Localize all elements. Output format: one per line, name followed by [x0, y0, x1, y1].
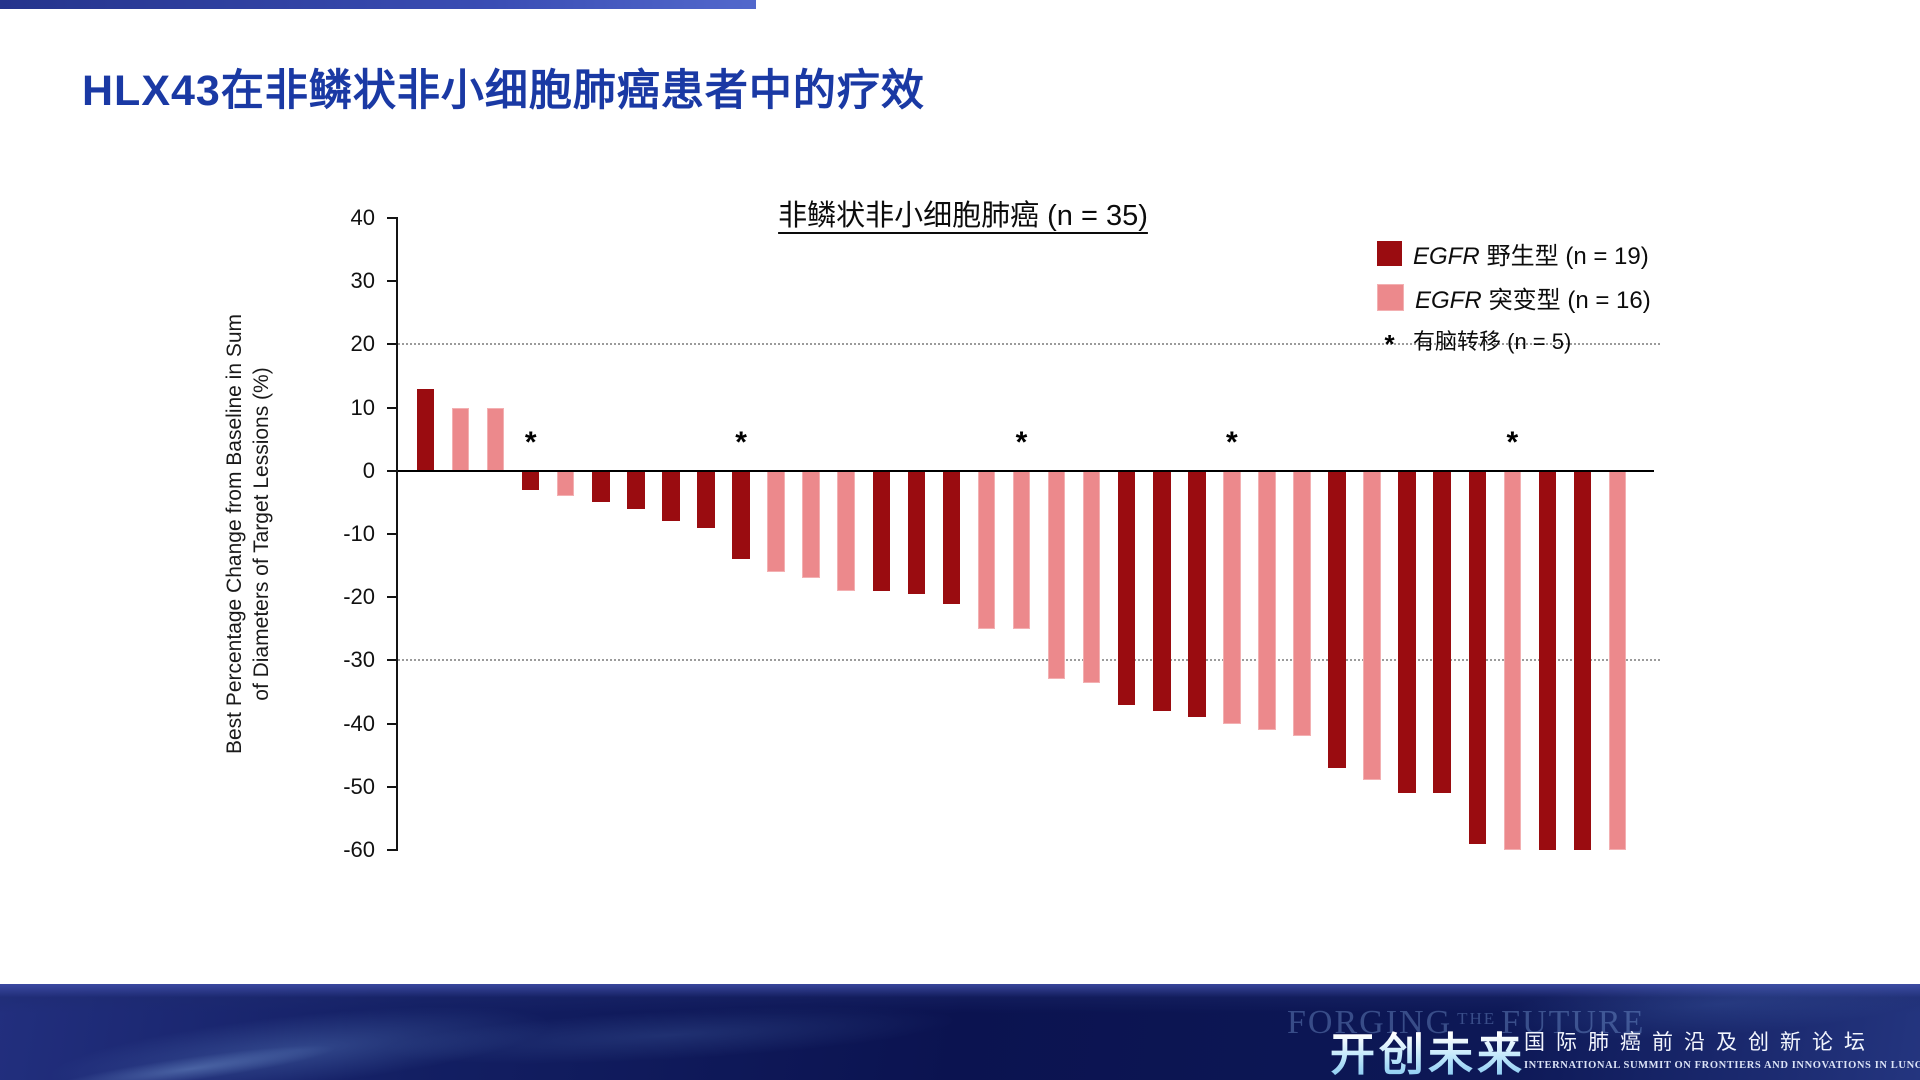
- zero-baseline: [398, 469, 1654, 472]
- legend-label-mutant: EGFR 突变型 (n = 16): [1415, 287, 1651, 314]
- bar-patient-28: [1363, 470, 1381, 781]
- y-axis-tick: [387, 785, 396, 788]
- summit-name-block: 国际肺癌前沿及创新论坛 INTERNATIONAL SUMMIT ON FRON…: [1524, 1026, 1920, 1071]
- bar-patient-21: [1117, 470, 1136, 705]
- summit-name-chinese: 国际肺癌前沿及创新论坛: [1524, 1031, 1876, 1054]
- bar-patient-34: [1573, 470, 1592, 850]
- y-axis-tick: [387, 722, 396, 725]
- legend-item-brain-met: * 有脑转移 (n = 5): [1377, 324, 1651, 359]
- y-axis-tick: [387, 849, 396, 851]
- footer-banner: [0, 984, 1920, 1080]
- bar-patient-27: [1328, 470, 1346, 768]
- y-axis-tick: [387, 533, 396, 535]
- y-axis-tick-label: -40: [343, 710, 375, 736]
- bar-patient-26: [1293, 470, 1311, 737]
- legend-item-wild-type: EGFR 野生型 (n = 19): [1377, 236, 1651, 271]
- y-axis-tick-label: 30: [350, 268, 375, 294]
- gene-name-italic: EGFR: [1415, 287, 1482, 314]
- bar-patient-30: [1433, 470, 1451, 794]
- bar-patient-17: [977, 470, 996, 629]
- legend-item-mutant: EGFR 突变型 (n = 16): [1377, 280, 1651, 315]
- y-axis-tick: [387, 469, 396, 472]
- bar-patient-8: [662, 470, 680, 522]
- y-axis-line: [396, 217, 398, 851]
- bar-patient-33: [1538, 470, 1557, 850]
- bar-patient-19: [1047, 470, 1066, 680]
- bar-patient-1: [416, 388, 435, 471]
- y-axis-tick-label: 20: [350, 331, 375, 357]
- y-axis-tick: [387, 596, 396, 599]
- bar-patient-22: [1153, 470, 1171, 711]
- y-axis-tick: [387, 406, 396, 409]
- brain-met-asterisk: *: [735, 426, 747, 459]
- legend-label-wild-type: EGFR 野生型 (n = 19): [1413, 243, 1649, 270]
- y-axis-tick-label: -20: [343, 584, 375, 610]
- bar-patient-10: [732, 470, 750, 560]
- y-axis-tick-label: -30: [343, 647, 375, 673]
- y-axis-tick-label: -60: [343, 837, 375, 862]
- bar-patient-2: [451, 407, 470, 471]
- y-axis-tick-label: 40: [350, 205, 375, 230]
- brain-met-asterisk: *: [1506, 426, 1519, 459]
- y-axis-tick: [387, 343, 396, 346]
- bar-patient-31: [1468, 470, 1487, 844]
- y-axis-tick-label: 0: [362, 457, 375, 483]
- bar-patient-29: [1398, 470, 1416, 794]
- bar-patient-3: [486, 407, 505, 471]
- y-axis-label-line1: Best Percentage Change from Baseline in …: [223, 313, 246, 755]
- footer-wave-decoration: [0, 1022, 401, 1080]
- y-axis-tick: [387, 280, 396, 283]
- bar-patient-14: [872, 470, 891, 591]
- footer-wave-decoration: [0, 984, 664, 1080]
- bar-patient-5: [556, 470, 575, 497]
- legend-label-brain-met: 有脑转移 (n = 5): [1413, 329, 1572, 354]
- footer-wave-decoration: [258, 984, 1082, 1080]
- chart-title: 非鳞状非小细胞肺癌 (n = 35): [778, 200, 1148, 232]
- bar-patient-24: [1223, 470, 1241, 724]
- bar-patient-6: [592, 470, 610, 503]
- legend-swatch-mutant-icon: [1377, 284, 1404, 311]
- brain-met-asterisk: *: [1015, 426, 1028, 459]
- asterisk-icon: *: [1384, 329, 1395, 359]
- brain-met-asterisk: *: [524, 426, 537, 459]
- y-axis-tick-label: -10: [343, 521, 375, 546]
- bar-patient-11: [767, 470, 785, 572]
- reference-gridline: [398, 343, 1660, 346]
- y-axis-tick: [387, 659, 396, 662]
- bar-patient-12: [802, 470, 820, 579]
- bar-patient-4: [521, 470, 540, 490]
- y-axis-tick: [387, 217, 396, 219]
- reference-gridline: [398, 659, 1660, 662]
- gene-name-italic: EGFR: [1413, 243, 1480, 270]
- bar-patient-35: [1608, 470, 1627, 850]
- forging-the-future-watermark: FORGINGTHEFUTURE: [1287, 1004, 1646, 1041]
- bar-patient-18: [1012, 470, 1031, 629]
- brain-met-asterisk: *: [1226, 426, 1238, 459]
- summit-name-english: INTERNATIONAL SUMMIT ON FRONTIERS AND IN…: [1524, 1060, 1920, 1071]
- legend-swatch-wild-type-icon: [1377, 241, 1402, 266]
- bar-patient-25: [1258, 470, 1276, 730]
- bar-patient-23: [1188, 470, 1206, 718]
- bar-patient-20: [1082, 470, 1101, 683]
- y-axis-tick-label: -50: [343, 773, 375, 799]
- page-title: HLX43在非鳞状非小细胞肺癌患者中的疗效: [82, 67, 925, 115]
- summit-logo-chinese: 开创未来: [1330, 1018, 1526, 1080]
- bar-patient-9: [697, 470, 715, 528]
- bar-patient-13: [837, 470, 855, 591]
- bar-patient-32: [1503, 470, 1522, 850]
- y-axis-tick-label: 10: [350, 394, 375, 420]
- bar-patient-16: [942, 470, 961, 604]
- bar-patient-7: [627, 470, 645, 509]
- top-accent-bar: [0, 0, 756, 9]
- bar-patient-15: [907, 470, 926, 595]
- legend: EGFR 野生型 (n = 19) EGFR 突变型 (n = 16) * 有脑转移…: [1377, 236, 1651, 365]
- y-axis-label-line2: of Diameters of Target Lessions (%): [250, 367, 273, 701]
- y-axis-label: Best Percentage Change from Baseline in …: [221, 314, 275, 754]
